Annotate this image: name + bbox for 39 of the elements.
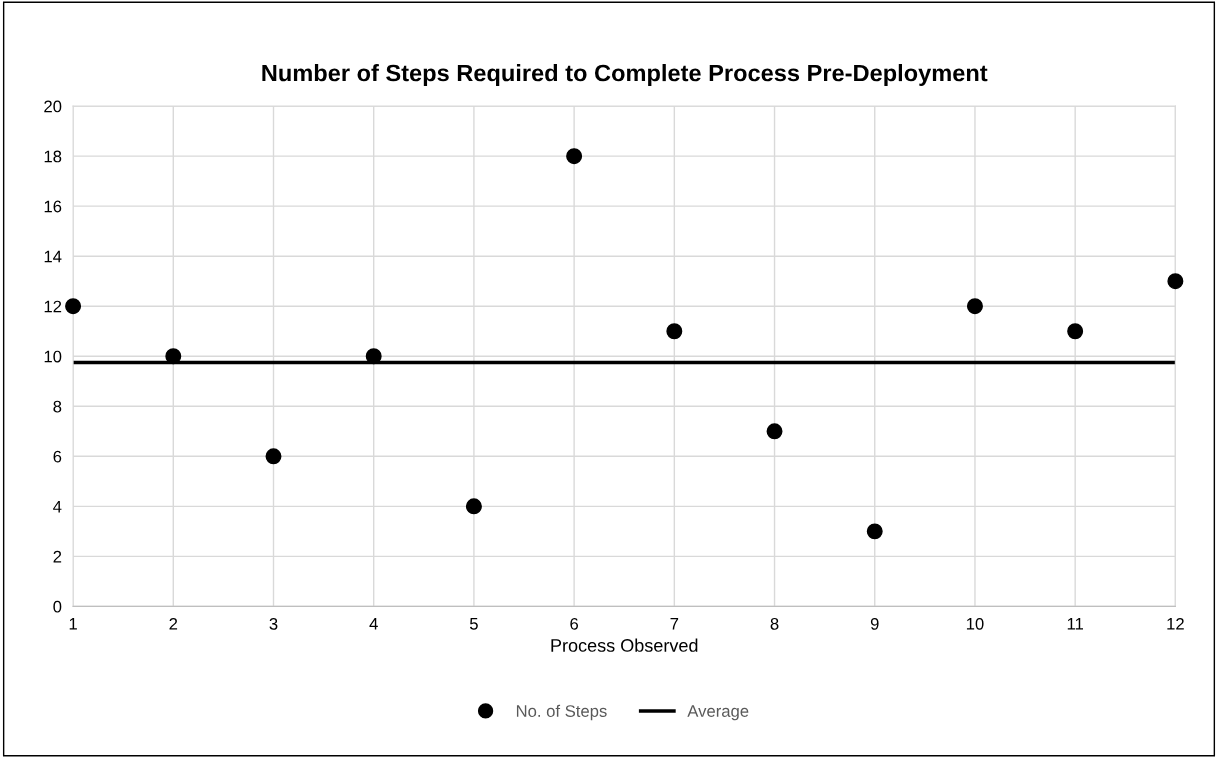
legend-label: Average <box>687 705 749 721</box>
x-tick-label: 1 <box>69 618 77 630</box>
x-axis-title: Process Observed <box>551 638 698 652</box>
y-tick-label: 6 <box>53 450 62 463</box>
x-tick-label: 7 <box>670 618 679 630</box>
point <box>365 348 382 365</box>
point <box>65 298 82 315</box>
y-tick-label: 0 <box>53 600 62 613</box>
point <box>165 348 182 365</box>
x-tick-label: 10 <box>966 617 984 630</box>
x-tick-label: 2 <box>169 617 178 630</box>
point <box>666 323 683 340</box>
y-tick-label: 14 <box>44 250 62 263</box>
point <box>465 498 482 515</box>
point <box>766 423 783 440</box>
x-tick-label: 9 <box>870 617 879 630</box>
point <box>966 298 983 315</box>
x-tick-label: 6 <box>570 617 579 630</box>
y-tick-label: 16 <box>44 200 62 213</box>
x-tick-label: 4 <box>369 618 378 630</box>
x-tick-label: 3 <box>269 617 278 630</box>
chart-title: Number of Steps Required to Complete Process Pre-Deployment <box>262 64 988 87</box>
point <box>1067 323 1084 340</box>
y-tick-label: 20 <box>44 100 62 113</box>
y-tick-label: 18 <box>44 150 62 163</box>
point <box>866 523 883 540</box>
x-tick-label: 8 <box>770 617 779 630</box>
y-tick-label: 2 <box>53 550 62 563</box>
x-tick-label: 12 <box>1167 617 1184 630</box>
point <box>566 148 583 165</box>
x-tick-label: 11 <box>1067 618 1083 630</box>
point <box>265 448 282 465</box>
x-tick-label: 5 <box>469 618 478 630</box>
y-tick-label: 4 <box>53 500 62 513</box>
y-tick-label: 8 <box>53 400 62 413</box>
y-tick-label: 10 <box>44 350 62 363</box>
y-tick-label: 12 <box>44 300 62 313</box>
point <box>1167 273 1184 290</box>
legend-label: No. of Steps <box>516 704 607 721</box>
